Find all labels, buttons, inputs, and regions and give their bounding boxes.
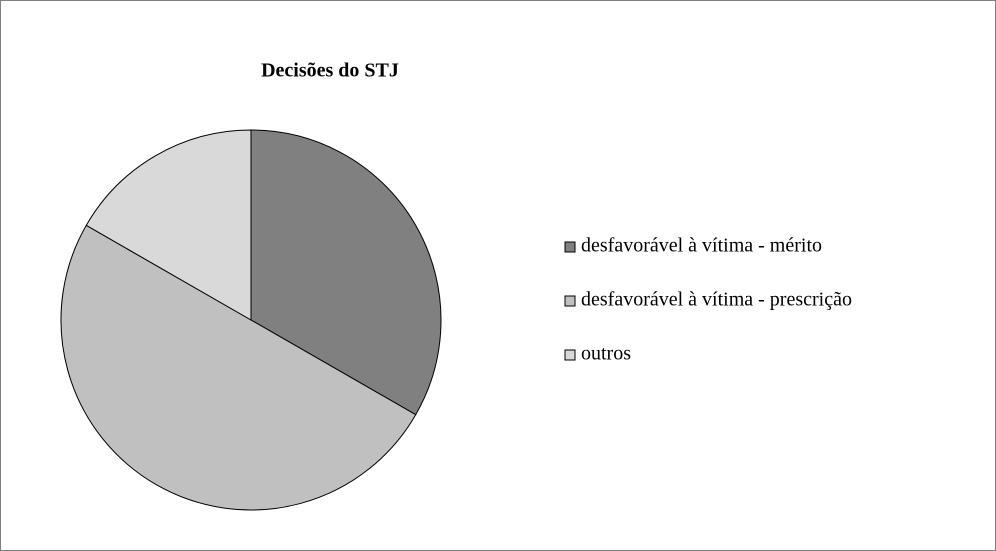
legend-swatch (564, 241, 576, 253)
legend-label: outros (581, 343, 631, 365)
legend-label: desfavorável à vítima - prescrição (581, 289, 852, 311)
pie-slice (85, 129, 252, 321)
pie-slice (250, 129, 442, 416)
legend-label: desfavorável à vítima - mérito (581, 235, 822, 257)
pie-slice (60, 224, 417, 511)
legend-swatch (564, 295, 576, 307)
legend-swatch (564, 349, 576, 361)
chart-title: Decisões do STJ (261, 60, 399, 82)
